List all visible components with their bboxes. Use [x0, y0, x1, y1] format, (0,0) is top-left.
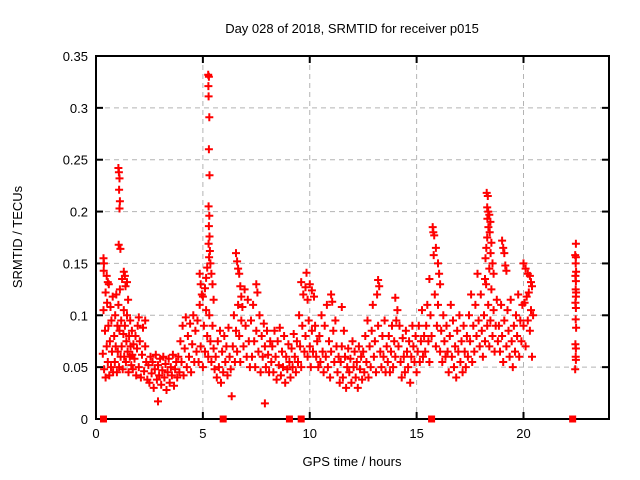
zero-marker	[569, 415, 577, 423]
plot-border	[95, 55, 610, 420]
y-tick-label: 0.15	[63, 256, 88, 271]
y-tick-label: 0	[81, 412, 88, 427]
y-axis-label: SRMTID / TECUs	[10, 185, 25, 288]
y-tick-labels: 0 0.05 0.1 0.15 0.2 0.25 0.3 0.35	[63, 49, 88, 427]
zero-marker	[428, 415, 436, 423]
zero-markers	[99, 415, 577, 423]
y-tick-label: 0.35	[63, 49, 88, 64]
axis-ticks	[95, 55, 609, 420]
y-tick-label: 0.05	[63, 360, 88, 375]
x-tick-label: 5	[199, 426, 206, 441]
x-tick-label: 10	[303, 426, 317, 441]
x-tick-label: 20	[516, 426, 530, 441]
y-tick-label: 0.25	[63, 153, 88, 168]
y-tick-label: 0.1	[70, 308, 88, 323]
scatter-points-path	[98, 70, 581, 408]
gridlines	[96, 56, 609, 419]
chart-title: Day 028 of 2018, SRMTID for receiver p01…	[225, 21, 479, 36]
zero-marker	[297, 415, 305, 423]
zero-marker	[99, 415, 107, 423]
y-tick-label: 0.2	[70, 205, 88, 220]
y-tick-label: 0.3	[70, 101, 88, 116]
x-tick-label: 15	[409, 426, 423, 441]
zero-marker	[219, 415, 227, 423]
x-axis-label: GPS time / hours	[303, 454, 402, 469]
x-tick-labels: 0 5 10 15 20	[92, 426, 530, 441]
zero-marker	[285, 415, 293, 423]
data-points	[98, 70, 581, 408]
x-tick-label: 0	[92, 426, 99, 441]
